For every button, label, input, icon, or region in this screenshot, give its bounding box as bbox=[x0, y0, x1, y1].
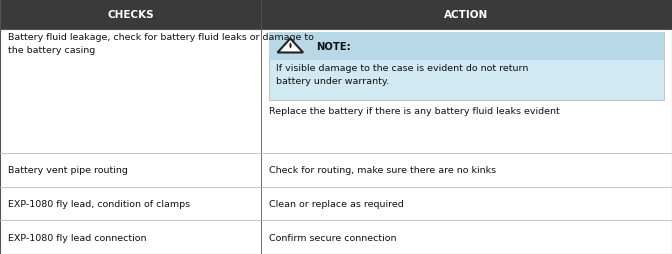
Text: ACTION: ACTION bbox=[444, 10, 489, 20]
Text: EXP-1080 fly lead, condition of clamps: EXP-1080 fly lead, condition of clamps bbox=[8, 199, 190, 208]
Text: If visible damage to the case is evident do not return
battery under warranty.: If visible damage to the case is evident… bbox=[276, 64, 528, 86]
Polygon shape bbox=[278, 39, 303, 53]
Text: Confirm secure connection: Confirm secure connection bbox=[269, 233, 396, 242]
Text: Battery vent pipe routing: Battery vent pipe routing bbox=[8, 166, 128, 175]
Text: Clean or replace as required: Clean or replace as required bbox=[269, 199, 404, 208]
Text: Check for routing, make sure there are no kinks: Check for routing, make sure there are n… bbox=[269, 166, 496, 175]
Text: Battery fluid leakage, check for battery fluid leaks or damage to
the battery ca: Battery fluid leakage, check for battery… bbox=[8, 33, 314, 55]
Text: Replace the battery if there is any battery fluid leaks evident: Replace the battery if there is any batt… bbox=[269, 107, 560, 116]
Bar bbox=[269, 33, 664, 100]
Text: NOTE:: NOTE: bbox=[316, 42, 351, 52]
Bar bbox=[269, 33, 664, 61]
Text: CHECKS: CHECKS bbox=[107, 10, 154, 20]
Bar bbox=[0, 0, 672, 30]
Text: EXP-1080 fly lead connection: EXP-1080 fly lead connection bbox=[8, 233, 146, 242]
